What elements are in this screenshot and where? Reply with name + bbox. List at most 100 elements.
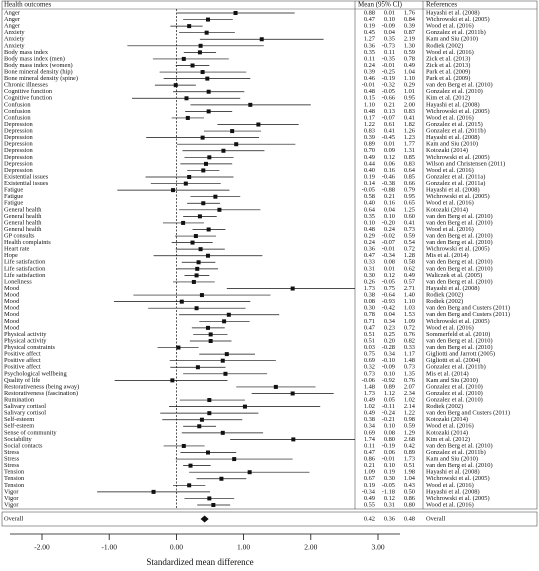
estimate-label: -0.46: [382, 173, 395, 180]
estimate-label: 0.10: [384, 462, 395, 469]
estimate-label: 0.86: [404, 495, 415, 502]
estimate-label: -0.01: [382, 62, 395, 69]
estimate-label: 0.49: [404, 272, 415, 279]
estimate-label: -0.35: [382, 55, 395, 62]
estimate-label: 0.65: [404, 200, 415, 207]
estimate-label: 0.47: [364, 252, 376, 259]
estimate-label: 0.50: [404, 488, 415, 495]
estimate-label: 0.48: [364, 88, 375, 95]
outcome-label: Anger: [4, 16, 21, 23]
outcome-label: Self-esteem: [4, 416, 34, 423]
reference-label: van den Berg et al. (2010): [426, 462, 493, 469]
estimate-label: -0.25: [382, 69, 395, 76]
point-estimate: [247, 470, 252, 475]
outcome-label: Restorativeness (being away): [4, 383, 79, 390]
estimate-label: -0.05: [382, 482, 395, 489]
reference-label: Wood et al. (2016): [426, 200, 474, 207]
estimate-label: 0.14: [364, 180, 376, 187]
estimate-label: 0.73: [404, 364, 415, 371]
point-estimate: [200, 70, 205, 75]
point-estimate: [208, 339, 213, 343]
point-estimate: [171, 188, 176, 193]
estimate-label: 0.40: [364, 167, 375, 174]
estimate-label: 0.49: [364, 397, 375, 404]
reference-label: Wichrowski et al. (2005): [426, 246, 490, 253]
estimate-label: 1.02: [364, 403, 375, 410]
point-estimate: [206, 227, 211, 232]
outcome-label: Rumination: [4, 397, 35, 404]
estimate-label: -0.05: [382, 88, 395, 95]
x-tick-label: 3.00: [371, 543, 384, 552]
point-estimate: [205, 450, 210, 455]
reference-label: Gigliotti et al. (2004): [426, 357, 480, 364]
estimate-label: 0.36: [364, 246, 375, 253]
outcome-label: Vigor: [4, 501, 19, 508]
estimate-label: 0.72: [404, 246, 415, 253]
reference-label: van den Berg et al. (2010): [426, 442, 493, 449]
estimate-label: -0.11: [382, 403, 395, 410]
reference-label: van den Berg et al. (2010): [426, 344, 493, 351]
outcome-label: Anxiety: [4, 42, 25, 49]
point-estimate: [207, 411, 212, 416]
outcome-label: Hope: [4, 252, 18, 259]
estimate-label: -0.24: [382, 410, 396, 417]
reference-label: Overall: [426, 515, 445, 522]
point-estimate: [187, 483, 192, 488]
estimate-label: 0.15: [364, 95, 375, 102]
estimate-label: -0.02: [382, 233, 395, 240]
estimate-label: 1.26: [404, 128, 415, 135]
reference-label: Wood et al. (2016): [426, 482, 474, 489]
point-estimate: [173, 83, 178, 88]
estimate-label: -0.34: [362, 488, 376, 495]
reference-label: Kam and Siu (2010): [426, 456, 478, 463]
reference-label: Gonzalez et al. (2011a): [426, 180, 485, 187]
estimate-label: -0.09: [382, 23, 395, 30]
point-estimate: [204, 30, 209, 35]
estimate-label: 0.80: [404, 501, 415, 508]
point-estimate: [234, 142, 239, 147]
estimate-label: 1.82: [404, 121, 415, 128]
estimate-label: 0.19: [364, 482, 375, 489]
point-estimate: [206, 89, 211, 94]
estimate-label: 1.28: [404, 252, 415, 259]
estimate-label: 1.04: [404, 69, 416, 76]
estimate-label: 0.08: [384, 429, 395, 436]
estimate-label: 0.48: [404, 515, 415, 522]
estimate-label: -0.09: [382, 364, 395, 371]
reference-label: van den Berg et al. (2010): [426, 219, 493, 226]
estimate-label: 0.66: [404, 180, 415, 187]
reference-label: Hayashi et al. (2008): [426, 9, 480, 16]
point-estimate: [232, 457, 237, 462]
outcome-label: Bone mineral density (hip): [4, 69, 73, 76]
estimate-label: 0.03: [364, 344, 375, 351]
estimate-label: 0.48: [364, 108, 375, 115]
outcome-label: Stress: [4, 462, 20, 469]
point-estimate: [201, 201, 206, 206]
outcome-label: Bone mineral density (spine): [4, 75, 78, 82]
point-estimate: [291, 437, 296, 442]
outcome-label: Salivary cortisol: [4, 403, 46, 410]
estimate-label: 0.45: [364, 29, 375, 36]
point-estimate: [188, 463, 193, 468]
reference-label: Kam and Siu (2010): [426, 377, 478, 384]
estimate-label: -0.01: [382, 246, 395, 253]
outcome-label: Depression: [4, 160, 34, 167]
outcome-label: Positive affect: [4, 351, 41, 358]
estimate-label: 0.13: [384, 108, 395, 115]
estimate-label: 1.10: [364, 101, 375, 108]
reference-label: Kotozaki (2014): [426, 206, 468, 213]
plot-area: [97, 11, 355, 523]
outcome-label: Life satisfaction: [4, 272, 46, 279]
x-tick-label: 2.00: [304, 543, 317, 552]
point-estimate: [199, 417, 204, 422]
reference-label: Wichrowski et al. (2005): [426, 16, 490, 23]
estimate-label: 0.33: [364, 259, 375, 266]
reference-label: Wichrowski et al. (2005): [426, 154, 490, 161]
reference-label: Park et al. (2009): [426, 75, 470, 82]
point-estimate: [185, 115, 190, 120]
outcome-label: Anger: [4, 9, 21, 16]
estimate-label: 1.40: [404, 292, 415, 299]
reference-label: Kim et al. (2012): [426, 95, 470, 102]
estimate-label: 1.30: [404, 42, 415, 49]
estimate-label: 1.17: [404, 351, 416, 358]
